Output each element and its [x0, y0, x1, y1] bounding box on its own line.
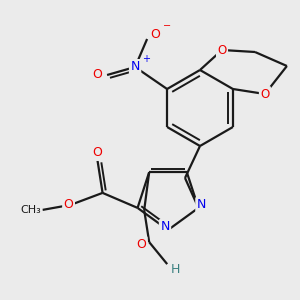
Text: O: O	[150, 28, 160, 40]
Text: N: N	[130, 61, 140, 74]
Text: O: O	[92, 68, 102, 82]
Text: −: −	[163, 21, 171, 31]
Text: N: N	[197, 198, 206, 212]
Text: CH₃: CH₃	[20, 205, 41, 215]
Text: H: H	[170, 262, 180, 276]
Text: O: O	[218, 44, 226, 56]
Text: +: +	[142, 54, 150, 64]
Text: N: N	[160, 220, 170, 233]
Text: O: O	[136, 238, 146, 250]
Text: O: O	[93, 146, 103, 159]
Text: O: O	[260, 88, 269, 100]
Text: O: O	[64, 198, 74, 212]
